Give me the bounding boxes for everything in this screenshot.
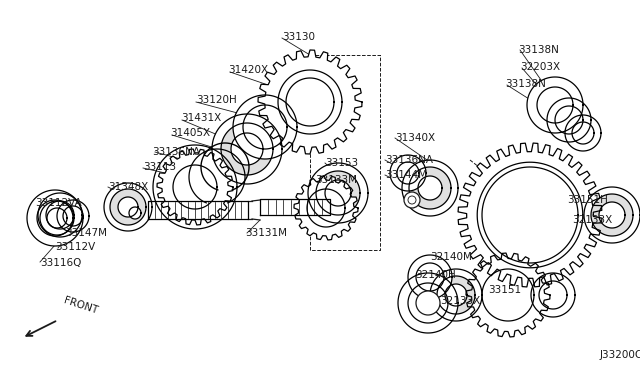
Text: 33153: 33153 — [325, 158, 358, 168]
Text: 31340X: 31340X — [395, 133, 435, 143]
Text: 33144M: 33144M — [385, 170, 427, 180]
Polygon shape — [555, 106, 583, 134]
Text: 32133X: 32133X — [440, 296, 480, 306]
Text: 33120H: 33120H — [196, 95, 237, 105]
Polygon shape — [57, 200, 89, 232]
Polygon shape — [402, 160, 458, 216]
Polygon shape — [599, 202, 625, 228]
Text: 31431X: 31431X — [181, 113, 221, 123]
Circle shape — [416, 291, 440, 315]
Polygon shape — [129, 207, 141, 219]
Polygon shape — [409, 167, 451, 209]
Text: 33147M: 33147M — [65, 228, 107, 238]
Polygon shape — [418, 176, 442, 200]
Polygon shape — [430, 269, 482, 321]
Text: 32140M: 32140M — [430, 252, 472, 262]
Text: 32203X: 32203X — [520, 62, 560, 72]
Text: 33136NA: 33136NA — [152, 147, 200, 157]
Text: 33112VA: 33112VA — [35, 198, 82, 208]
Text: 31405X: 31405X — [170, 128, 210, 138]
Polygon shape — [258, 50, 362, 154]
Polygon shape — [416, 263, 444, 291]
Text: 33113: 33113 — [143, 162, 176, 172]
Polygon shape — [591, 194, 633, 236]
Polygon shape — [482, 269, 534, 321]
Text: J33200CD: J33200CD — [600, 350, 640, 360]
Polygon shape — [40, 201, 74, 235]
Polygon shape — [537, 87, 573, 123]
Text: 33151H: 33151H — [567, 195, 608, 205]
Polygon shape — [27, 190, 83, 246]
Polygon shape — [437, 276, 475, 314]
Polygon shape — [398, 273, 458, 333]
Polygon shape — [527, 77, 583, 133]
Polygon shape — [565, 115, 601, 151]
Text: 32133X: 32133X — [572, 215, 612, 225]
Text: 31420X: 31420X — [228, 65, 268, 75]
Polygon shape — [308, 163, 368, 223]
Text: 33130: 33130 — [282, 32, 315, 42]
Polygon shape — [325, 180, 351, 206]
Polygon shape — [408, 283, 448, 323]
Polygon shape — [63, 206, 83, 226]
Text: 33133M: 33133M — [315, 175, 357, 185]
Polygon shape — [118, 197, 138, 217]
Polygon shape — [173, 165, 217, 209]
Polygon shape — [408, 255, 452, 299]
Polygon shape — [445, 284, 467, 306]
Text: 33136NA: 33136NA — [385, 155, 433, 165]
Polygon shape — [539, 281, 567, 309]
Text: 33116Q: 33116Q — [40, 258, 81, 268]
Polygon shape — [104, 183, 152, 231]
Polygon shape — [260, 199, 330, 215]
Polygon shape — [482, 167, 578, 263]
Text: 33131M: 33131M — [245, 228, 287, 238]
Circle shape — [404, 192, 420, 208]
Text: 32140H: 32140H — [415, 270, 456, 280]
Text: 33112V: 33112V — [55, 242, 95, 252]
Polygon shape — [531, 273, 575, 317]
Polygon shape — [233, 95, 297, 159]
Polygon shape — [278, 70, 342, 134]
Polygon shape — [46, 201, 74, 229]
Polygon shape — [212, 114, 282, 184]
Polygon shape — [47, 208, 67, 228]
Text: 33151: 33151 — [488, 285, 521, 295]
Polygon shape — [477, 162, 583, 268]
Polygon shape — [547, 98, 591, 142]
Text: 31348X: 31348X — [108, 182, 148, 192]
Text: FRONT: FRONT — [62, 296, 99, 316]
Polygon shape — [307, 189, 345, 227]
Polygon shape — [243, 105, 287, 149]
Polygon shape — [458, 143, 602, 287]
Text: 33138N: 33138N — [505, 79, 546, 89]
Polygon shape — [397, 162, 419, 184]
Polygon shape — [221, 123, 273, 175]
Polygon shape — [294, 176, 358, 240]
Polygon shape — [390, 155, 426, 191]
Polygon shape — [37, 200, 73, 236]
Polygon shape — [584, 187, 640, 243]
Polygon shape — [157, 149, 233, 225]
Polygon shape — [148, 201, 248, 219]
Polygon shape — [316, 171, 360, 215]
Text: 33138N: 33138N — [518, 45, 559, 55]
Polygon shape — [231, 133, 263, 165]
Polygon shape — [110, 189, 146, 225]
Polygon shape — [38, 193, 82, 237]
Polygon shape — [572, 122, 594, 144]
Polygon shape — [466, 253, 550, 337]
